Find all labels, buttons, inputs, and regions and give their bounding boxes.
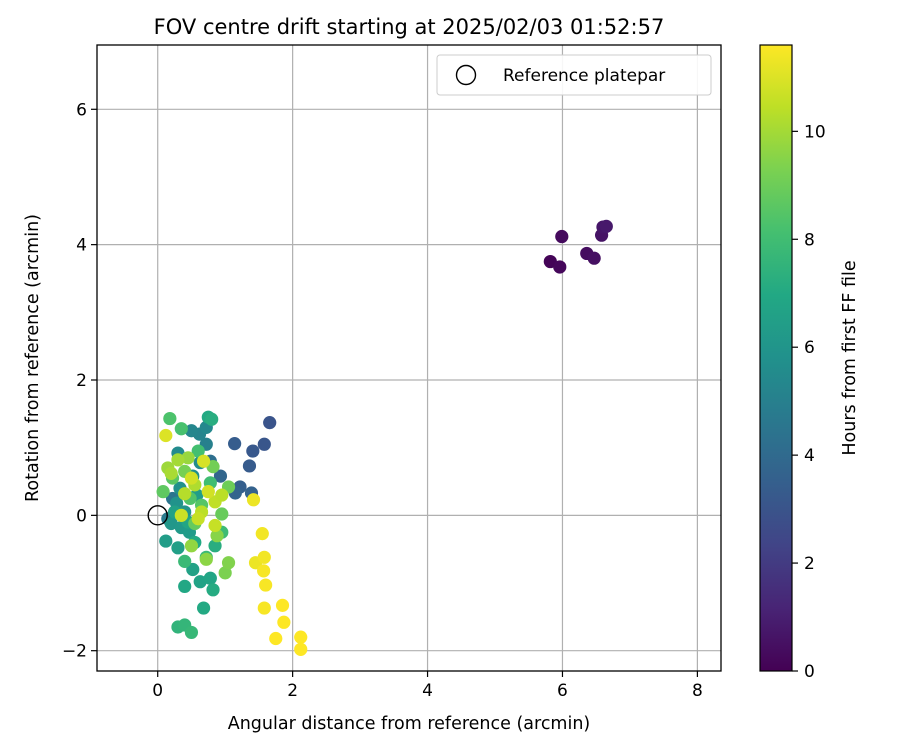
colorbar-tick-label: 0 bbox=[804, 662, 815, 682]
data-point bbox=[213, 469, 228, 483]
data-point bbox=[193, 575, 207, 589]
y-axis-label: Rotation from reference (arcmin) bbox=[23, 214, 43, 502]
data-point bbox=[246, 493, 261, 507]
grid bbox=[97, 45, 721, 671]
reference-marker-layer bbox=[147, 505, 168, 526]
y-tick-label: 0 bbox=[76, 506, 87, 526]
data-point bbox=[242, 459, 257, 473]
data-point bbox=[203, 571, 217, 585]
data-point bbox=[178, 487, 192, 501]
data-point bbox=[555, 229, 569, 244]
data-point bbox=[191, 444, 205, 458]
colorbar-tick-label: 4 bbox=[804, 446, 815, 466]
data-point bbox=[178, 579, 192, 594]
data-point bbox=[246, 444, 260, 458]
colorbar-tick-label: 2 bbox=[804, 554, 815, 574]
y-tick-label: −2 bbox=[62, 642, 87, 662]
data-point bbox=[171, 541, 185, 555]
data-point bbox=[178, 554, 192, 568]
data-point bbox=[159, 534, 173, 548]
x-tick-label: 0 bbox=[152, 681, 163, 701]
data-point bbox=[587, 251, 601, 265]
legend: Reference platepar bbox=[436, 54, 712, 96]
data-point bbox=[599, 219, 613, 233]
colorbar-gradient bbox=[759, 44, 793, 672]
legend-box bbox=[436, 54, 712, 96]
data-point bbox=[206, 583, 220, 597]
data-point bbox=[221, 556, 236, 570]
data-points bbox=[156, 219, 613, 656]
data-point bbox=[191, 512, 205, 526]
data-point bbox=[208, 539, 222, 553]
data-point bbox=[210, 529, 224, 543]
data-point bbox=[218, 566, 232, 580]
data-point bbox=[255, 527, 269, 541]
data-point bbox=[171, 453, 185, 467]
data-point bbox=[259, 578, 273, 592]
data-point bbox=[275, 598, 290, 612]
data-point bbox=[196, 454, 211, 468]
data-point bbox=[199, 552, 213, 566]
data-point bbox=[277, 615, 291, 629]
data-point bbox=[257, 601, 271, 615]
data-point bbox=[215, 507, 229, 521]
plot-frame bbox=[96, 44, 722, 672]
legend-reference-marker bbox=[455, 64, 477, 86]
data-point bbox=[184, 539, 199, 553]
x-axis: 0 2 4 6 8 bbox=[152, 671, 703, 701]
data-point bbox=[257, 550, 271, 564]
data-point bbox=[184, 471, 199, 485]
data-point bbox=[294, 630, 308, 644]
data-point bbox=[201, 485, 215, 499]
data-point bbox=[257, 564, 271, 578]
data-point bbox=[228, 437, 242, 451]
reference-platepar-marker bbox=[147, 505, 168, 526]
y-tick-label: 2 bbox=[76, 371, 87, 391]
colorbar-ticks: 0 2 4 6 8 10 bbox=[792, 122, 826, 682]
colorbar-tick-label: 10 bbox=[804, 122, 826, 142]
colorbar-tick-label: 6 bbox=[804, 338, 815, 358]
data-point bbox=[156, 485, 170, 499]
data-point bbox=[159, 428, 173, 443]
data-point bbox=[205, 412, 219, 426]
x-tick-label: 8 bbox=[692, 681, 703, 701]
data-point bbox=[208, 518, 222, 533]
data-point bbox=[553, 260, 567, 274]
data-point bbox=[196, 601, 211, 615]
data-point bbox=[215, 488, 229, 502]
x-axis-label: Angular distance from reference (arcmin) bbox=[228, 714, 591, 734]
y-tick-label: 4 bbox=[76, 236, 87, 256]
data-point bbox=[186, 562, 200, 577]
legend-label: Reference platepar bbox=[503, 66, 665, 86]
data-point bbox=[263, 416, 277, 430]
x-tick-label: 6 bbox=[557, 681, 568, 701]
colorbar: 0 2 4 6 8 10 Hours from first FF file bbox=[759, 44, 860, 682]
data-point bbox=[181, 451, 195, 465]
y-axis: −2 0 2 4 6 bbox=[62, 100, 97, 662]
chart-title: FOV centre drift starting at 2025/02/03 … bbox=[154, 15, 665, 39]
x-tick-label: 4 bbox=[422, 681, 433, 701]
colorbar-tick-label: 8 bbox=[804, 230, 815, 250]
data-point bbox=[164, 516, 178, 531]
data-point bbox=[294, 642, 308, 656]
data-point bbox=[184, 424, 199, 438]
data-point bbox=[174, 422, 188, 436]
data-point bbox=[269, 631, 283, 646]
data-point bbox=[257, 437, 271, 451]
y-tick-label: 6 bbox=[76, 100, 87, 120]
data-point bbox=[174, 508, 188, 522]
data-point bbox=[164, 466, 178, 480]
colorbar-label: Hours from first FF file bbox=[840, 260, 860, 455]
data-point bbox=[163, 411, 177, 426]
data-point bbox=[184, 625, 199, 640]
x-tick-label: 2 bbox=[287, 681, 298, 701]
